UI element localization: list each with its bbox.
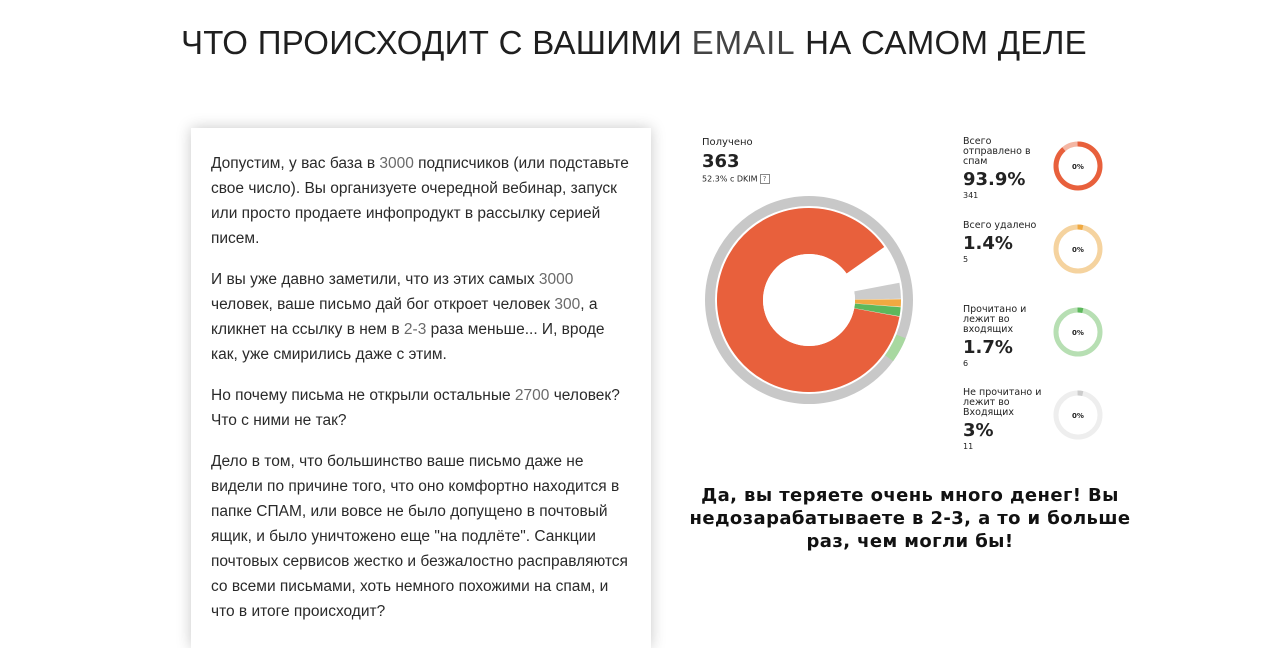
mini-donut-label: 0%: [1072, 246, 1084, 254]
mini-donut-label: 0%: [1072, 412, 1084, 420]
donut-hole: [763, 254, 855, 346]
story-paragraph-3: Но почему письма не открыли остальные 27…: [211, 383, 631, 433]
mini-donut-label: 0%: [1072, 163, 1084, 171]
mini-donut-deleted: 0%: [1052, 223, 1104, 275]
story-number: 2700: [515, 387, 549, 404]
story-text: Допустим, у вас база в: [211, 155, 379, 172]
mini-donut-fill: [1078, 310, 1083, 311]
story-text: человек, ваше письмо дай бог откроет чел…: [211, 296, 554, 313]
story-number: 2-3: [404, 321, 426, 338]
story-paragraph-1: Допустим, у вас база в 3000 подписчиков …: [211, 151, 631, 251]
summary-donut-chart: [704, 195, 914, 405]
mini-donut-fill: [1078, 227, 1083, 228]
stat-label: Не прочитано и лежит во Входящих: [963, 388, 1053, 418]
story-text: И вы уже давно заметили, что из этих сам…: [211, 271, 539, 288]
stat-unread-inbox: Не прочитано и лежит во Входящих 3% 11: [963, 388, 1053, 451]
stat-percent: 3%: [963, 420, 1053, 441]
donut-slice-unread: [877, 287, 878, 299]
received-label: Получено: [702, 137, 753, 148]
received-dkim-note: 52.3% с DKIM?: [702, 174, 770, 184]
headline-email-word: EMAIL: [692, 24, 796, 61]
story-paragraph-4: Дело в том, что большинство ваше письмо …: [211, 449, 631, 624]
stat-deleted: Всего удалено 1.4% 5: [963, 221, 1053, 264]
stat-count: 341: [963, 191, 1053, 200]
mini-donut-read: 0%: [1052, 306, 1104, 358]
mini-donut-unread: 0%: [1052, 389, 1104, 441]
stat-percent: 93.9%: [963, 169, 1053, 190]
mini-donut-fill: [1078, 393, 1083, 394]
stat-count: 11: [963, 442, 1053, 451]
donut-slice-read: [877, 305, 878, 312]
story-paragraph-2: И вы уже давно заметили, что из этих сам…: [211, 267, 631, 367]
stat-spam: Всего отправлено в спам 93.9% 341: [963, 137, 1053, 200]
headline-part-3: НА САМОМ ДЕЛЕ: [796, 24, 1087, 61]
story-number: 3000: [379, 155, 413, 172]
story-card: Допустим, у вас база в 3000 подписчиков …: [191, 128, 651, 648]
stat-count: 6: [963, 359, 1053, 368]
stat-percent: 1.4%: [963, 233, 1053, 254]
stat-label: Всего отправлено в спам: [963, 137, 1053, 167]
story-number: 3000: [539, 271, 573, 288]
stat-label: Всего удалено: [963, 221, 1053, 231]
story-text: Дело в том, что большинство ваше письмо …: [211, 453, 628, 620]
deliverability-report: Получено 363 52.3% с DKIM? Всего отправл…: [700, 128, 1120, 468]
help-icon[interactable]: ?: [760, 174, 770, 184]
dkim-text: 52.3% с DKIM: [702, 175, 758, 184]
stat-label: Прочитано и лежит во входящих: [963, 305, 1053, 335]
stat-count: 5: [963, 255, 1053, 264]
received-value: 363: [702, 151, 740, 172]
story-text: Но почему письма не открыли остальные: [211, 387, 515, 404]
page-headline: ЧТО ПРОИСХОДИТ С ВАШИМИ EMAIL НА САМОМ Д…: [0, 24, 1268, 62]
mini-donut-spam: 0%: [1052, 140, 1104, 192]
stat-percent: 1.7%: [963, 337, 1053, 358]
stat-read-inbox: Прочитано и лежит во входящих 1.7% 6: [963, 305, 1053, 368]
conclusion-text: Да, вы теряете очень много денег! Вы нед…: [680, 484, 1140, 553]
headline-part-1: ЧТО ПРОИСХОДИТ С ВАШИМИ: [181, 24, 692, 61]
story-number: 300: [554, 296, 580, 313]
mini-donut-label: 0%: [1072, 329, 1084, 337]
